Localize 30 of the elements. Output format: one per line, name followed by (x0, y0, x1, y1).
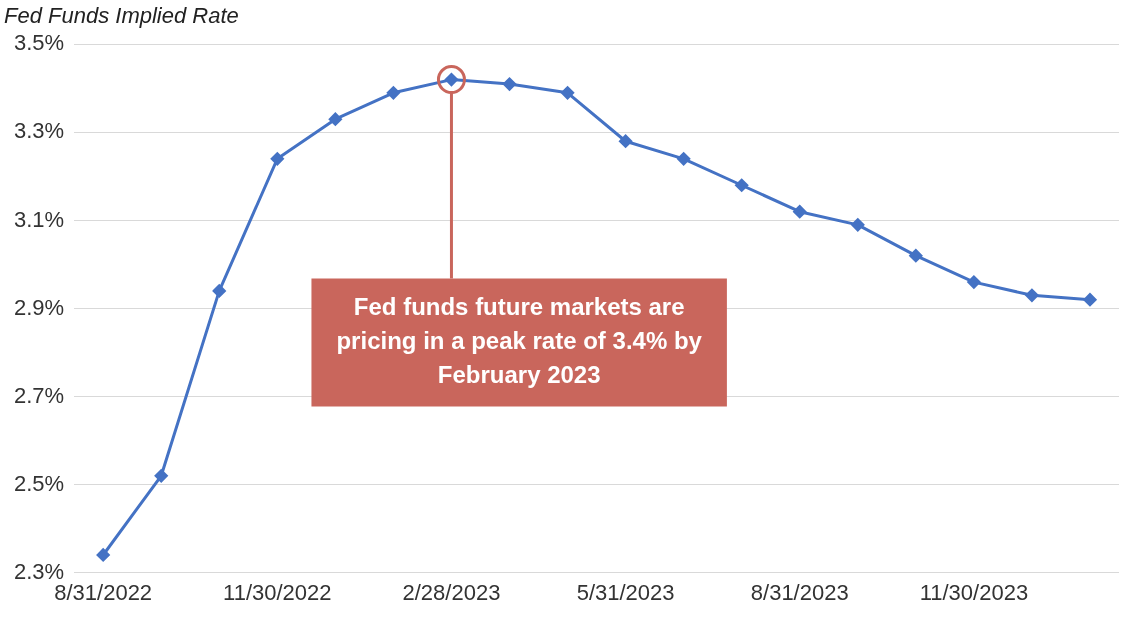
point (270, 152, 284, 166)
point (967, 275, 981, 289)
point (851, 218, 865, 232)
point (735, 178, 749, 192)
y-tick-label: 2.9% (13, 294, 65, 320)
point (1025, 288, 1039, 302)
point (212, 284, 226, 298)
point (793, 205, 807, 219)
annotation: Fed funds future markets are pricing in a peak rate of 3.4% by February 2023 (336, 293, 703, 389)
x-tick-label: 5/31/2023 (576, 579, 675, 605)
y-tick-label: 3.3% (13, 118, 65, 144)
point (503, 77, 516, 91)
point (909, 249, 923, 263)
point (619, 134, 633, 148)
point (677, 152, 691, 166)
point (154, 469, 168, 483)
y-tick-label: 2.7% (13, 382, 65, 408)
point (1083, 293, 1097, 307)
point (561, 86, 575, 100)
x-tick-label: 8/31/2023 (750, 579, 849, 605)
x-tick-label: 11/30/2023 (919, 579, 1029, 605)
point (96, 548, 110, 562)
y-tick-label: 2.5% (13, 470, 65, 496)
x-tick-label: 2/28/2023 (402, 579, 501, 605)
y-tick-label: 3.1% (13, 206, 65, 232)
chart-title: Fed Funds Implied Rate (4, 3, 239, 29)
y-tick-label: 3.5% (13, 30, 65, 56)
x-tick-label: 11/30/2022 (223, 579, 332, 605)
point (386, 86, 400, 100)
point (328, 112, 342, 126)
